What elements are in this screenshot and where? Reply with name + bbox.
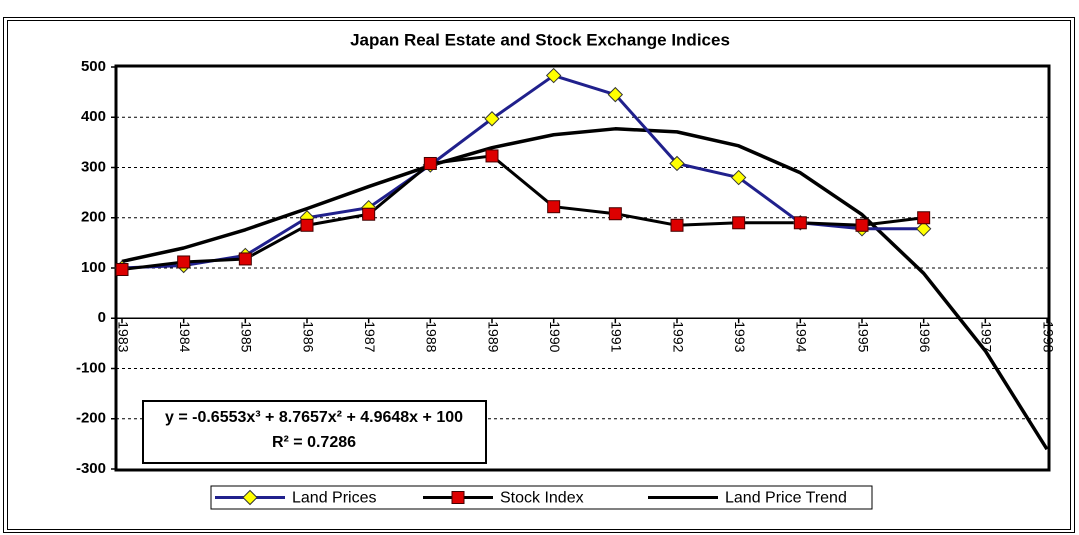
y-tick-label: 400 [81,108,106,125]
y-tick-label: -200 [76,410,106,427]
y-tick-label: -100 [76,359,106,376]
equation: y = -0.6553x³ + 8.7657x² + 4.9648x + 100 [165,409,463,426]
x-tick-label: 1990 [547,321,563,352]
x-tick-label: 1989 [485,321,501,352]
legend-label: Stock Index [500,490,584,507]
legend-label: Land Prices [292,490,377,507]
marker [423,156,437,170]
marker [177,255,191,269]
marker [732,216,746,230]
x-tick-label: 1986 [300,321,316,352]
marker [545,67,562,84]
x-tick-label: 1996 [917,321,933,352]
y-tick-label: 100 [81,259,106,276]
legend-marker [451,491,465,504]
marker [115,263,129,277]
marker [484,111,500,127]
x-tick-label: 1992 [670,321,686,352]
marker [670,218,684,232]
x-tick-label: 1991 [609,321,625,352]
y-tick-label: 0 [98,309,106,326]
r-squared: R² = 0.7286 [272,434,356,451]
marker [547,200,561,214]
marker [915,221,932,237]
x-tick-label: 1995 [855,321,871,352]
y-tick-label: 500 [81,58,106,75]
marker [300,218,314,232]
x-tick-label: 1994 [794,321,810,352]
y-tick-label: 300 [81,158,106,175]
legend-marker [242,489,258,506]
chart-title: Japan Real Estate and Stock Exchange Ind… [350,30,730,49]
x-tick-label: 1987 [362,321,378,352]
equation-box [142,400,487,464]
x-tick-label: 1983 [115,321,131,352]
marker [917,211,931,225]
marker [793,216,807,230]
marker [362,207,376,221]
x-tick-label: 1985 [239,321,255,352]
x-tick-label: 1993 [732,321,748,352]
line [121,154,924,271]
marker [485,149,499,163]
x-tick-label: 1988 [424,321,440,352]
x-tick-label: 1998 [1040,321,1056,352]
marker [238,252,252,266]
legend [210,485,873,510]
marker [608,207,622,221]
marker [855,218,869,232]
y-tick-label: -300 [76,460,106,477]
marker [669,155,685,172]
marker [607,86,624,103]
line [121,74,924,270]
y-tick-label: 200 [81,209,106,226]
inner-frame [7,20,1071,530]
marker [730,169,747,186]
line [121,127,1049,451]
legend-label: Land Price Trend [725,490,847,507]
x-tick-label: 1984 [177,321,193,352]
